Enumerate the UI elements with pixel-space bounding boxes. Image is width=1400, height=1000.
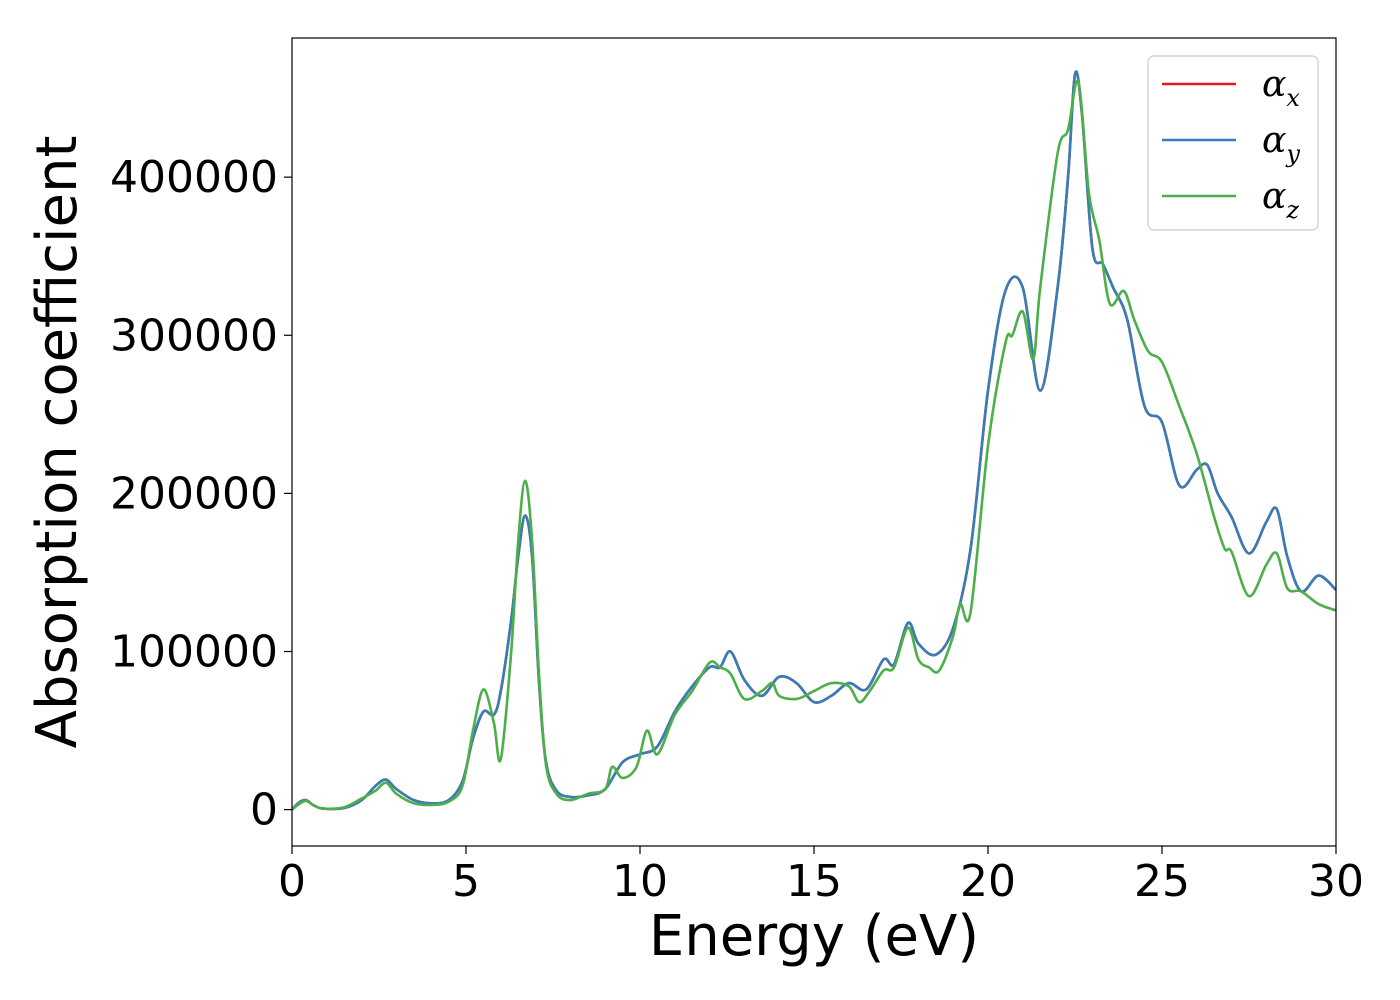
y-tick-label: 200000 [110, 468, 278, 519]
y-axis-label: Absorption coefficient [25, 136, 90, 749]
legend-box [1147, 55, 1319, 231]
x-tick-label: 25 [1134, 856, 1190, 907]
series-layer [292, 70, 1336, 811]
legend-label-alpha-x: αx [1262, 64, 1300, 112]
x-tick-label: 20 [960, 856, 1016, 907]
y-tick-label: 400000 [110, 152, 278, 203]
series-line-alpha-y [292, 70, 1336, 811]
x-tick-label: 10 [612, 856, 668, 907]
x-tick-label: 30 [1308, 856, 1364, 907]
legend-label-alpha-y: αy [1262, 120, 1300, 168]
legend-label-alpha-z: αz [1262, 176, 1299, 224]
x-tick-label: 15 [786, 856, 842, 907]
x-axis-ticks: 0 5 10 15 20 25 30 [278, 846, 1364, 907]
y-axis-ticks: 0 100000 200000 300000 400000 [110, 152, 292, 836]
x-tick-label: 0 [278, 856, 306, 907]
y-tick-label: 300000 [110, 310, 278, 361]
y-tick-label: 100000 [110, 627, 278, 678]
series-line-alpha-z [292, 79, 1336, 811]
legend: αx αy αz [1147, 55, 1319, 231]
x-tick-label: 5 [452, 856, 480, 907]
x-axis-label: Energy (eV) [649, 904, 979, 969]
y-tick-label: 0 [250, 785, 278, 836]
